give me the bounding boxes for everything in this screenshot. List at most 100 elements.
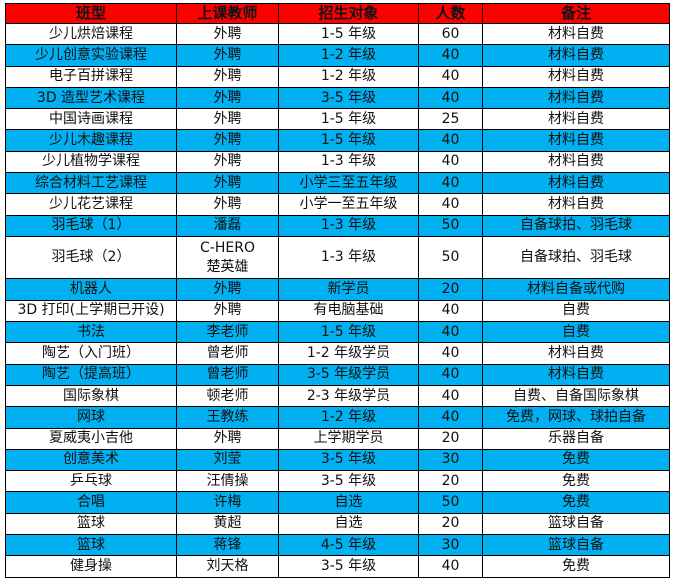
cell-count: 40 [418,555,483,578]
cell-target: 1-2 年级 [278,406,419,429]
cell-teacher: 黄超 [176,512,279,536]
table-row: 羽毛球（1） 潘磊 1-3 年级 50 自备球拍、羽毛球 [5,214,670,237]
cell-note: 篮球自备 [482,512,670,536]
cell-count: 30 [418,534,483,557]
table-row: 少儿木趣课程 外聘 1-5 年级 40 材料自费 [5,129,670,152]
cell-teacher: 外聘 [176,150,279,174]
cell-note: 材料自费 [482,86,670,110]
table-row: 综合材料工艺课程 外聘 小学三至五年级 40 材料自费 [5,172,670,195]
cell-count: 40 [418,86,483,110]
cell-class-type: 书法 [5,321,177,344]
cell-count: 50 [418,214,483,237]
cell-count: 40 [418,44,483,67]
cell-teacher: 蒋锋 [176,534,279,557]
cell-note: 免费 [482,470,670,493]
cell-line: C-HERO [200,239,255,256]
cell-note: 材料自费 [482,150,670,174]
table-row: 网球 王教练 1-2 年级 40 免费，网球、球拍自备 [5,406,670,429]
cell-target: 自选 [278,491,419,514]
cell-class-type: 健身操 [5,555,177,578]
cell-target: 有电脑基础 [278,299,419,323]
cell-teacher: 外聘 [176,172,279,195]
cell-class-type: 机器人 [5,278,177,301]
cell-note: 材料自费 [482,129,670,152]
cell-count: 40 [418,129,483,152]
cell-class-type: 陶艺（入门班） [5,342,177,365]
table-row: 中国诗画课程 外聘 1-5 年级 25 材料自费 [5,108,670,131]
table-row: 创意美术 刘莹 3-5 年级 30 免费 [5,448,670,472]
cell-count: 40 [418,150,483,174]
cell-class-type: 羽毛球（2） [5,235,177,280]
cell-teacher: 外聘 [176,65,279,88]
cell-class-type: 篮球 [5,512,177,536]
cell-count: 30 [418,448,483,472]
table-row: 机器人 外聘 新学员 20 材料自备或代购 [5,278,670,301]
cell-target: 3-5 年级 [278,470,419,493]
cell-note: 篮球自备 [482,534,670,557]
cell-note: 材料自费 [482,193,670,216]
cell-note: 材料自费 [482,172,670,195]
table-row: 合唱 许梅 自选 50 免费 [5,491,670,514]
header-target: 招生对象 [278,3,419,24]
cell-target: 1-5 年级 [278,321,419,344]
cell-count: 40 [418,299,483,323]
cell-count: 40 [418,363,483,386]
table-row: 书法 李老师 1-5 年级 40 自费 [5,321,670,344]
cell-target: 3-5 年级 [278,448,419,472]
cell-teacher: 外聘 [176,44,279,67]
cell-note: 免费 [482,555,670,578]
table-row: 夏威夷小吉他 外聘 上学期学员 20 乐器自备 [5,427,670,450]
cell-count: 40 [418,321,483,344]
table-row: 电子百拼课程 外聘 1-2 年级 40 材料自费 [5,65,670,88]
cell-target: 上学期学员 [278,427,419,450]
table-row: 陶艺（提高班） 曾老师 3-5 年级学员 40 材料自费 [5,363,670,386]
cell-target: 1-5 年级 [278,129,419,152]
cell-class-type: 创意美术 [5,448,177,472]
table-body: 少儿烘焙课程 外聘 1-5 年级 60 材料自费 少儿创意实验课程 外聘 1-2 年级 40 材料… [5,22,670,578]
cell-note: 材料自费 [482,65,670,88]
cell-teacher: C-HERO 楚英雄 [176,235,279,280]
header-teacher: 上课教师 [176,3,279,24]
table-row: 3D 打印(上学期已开设) 外聘 有电脑基础 40 自费 [5,299,670,323]
cell-class-type: 少儿烘焙课程 [5,22,177,46]
cell-target: 2-3 年级学员 [278,384,419,408]
header-note: 备注 [482,3,670,24]
cell-note: 材料自费 [482,342,670,365]
cell-teacher: 汪倩操 [176,470,279,493]
cell-teacher: 外聘 [176,129,279,152]
cell-count: 50 [418,491,483,514]
cell-teacher: 刘莹 [176,448,279,472]
cell-target: 新学员 [278,278,419,301]
table-row: 3D 造型艺术课程 外聘 3-5 年级 40 材料自费 [5,86,670,110]
cell-teacher: 潘磊 [176,214,279,237]
cell-teacher: 顿老师 [176,384,279,408]
cell-count: 20 [418,278,483,301]
table-row: 健身操 刘天格 3-5 年级 40 免费 [5,555,670,578]
cell-target: 1-2 年级 [278,44,419,67]
table-row: 乒乓球 汪倩操 3-5 年级 20 免费 [5,470,670,493]
cell-target: 3-5 年级学员 [278,363,419,386]
cell-target: 4-5 年级 [278,534,419,557]
cell-count: 20 [418,470,483,493]
cell-teacher: 王教练 [176,406,279,429]
cell-class-type: 国际象棋 [5,384,177,408]
cell-note: 自费 [482,299,670,323]
cell-teacher: 外聘 [176,427,279,450]
header-row: 班型 上课教师 招生对象 人数 备注 [5,3,670,24]
cell-class-type: 综合材料工艺课程 [5,172,177,195]
cell-count: 60 [418,22,483,46]
cell-teacher: 许梅 [176,491,279,514]
cell-class-type: 网球 [5,406,177,429]
cell-count: 40 [418,193,483,216]
table-row: 少儿花艺课程 外聘 小学一至五年级 40 材料自费 [5,193,670,216]
cell-target: 小学三至五年级 [278,172,419,195]
cell-target: 1-3 年级 [278,150,419,174]
cell-teacher: 外聘 [176,86,279,110]
table-row: 篮球 黄超 自选 20 篮球自备 [5,512,670,536]
cell-class-type: 电子百拼课程 [5,65,177,88]
cell-teacher: 外聘 [176,193,279,216]
cell-class-type: 合唱 [5,491,177,514]
cell-teacher: 外聘 [176,278,279,301]
cell-class-type: 少儿木趣课程 [5,129,177,152]
cell-class-type: 篮球 [5,534,177,557]
